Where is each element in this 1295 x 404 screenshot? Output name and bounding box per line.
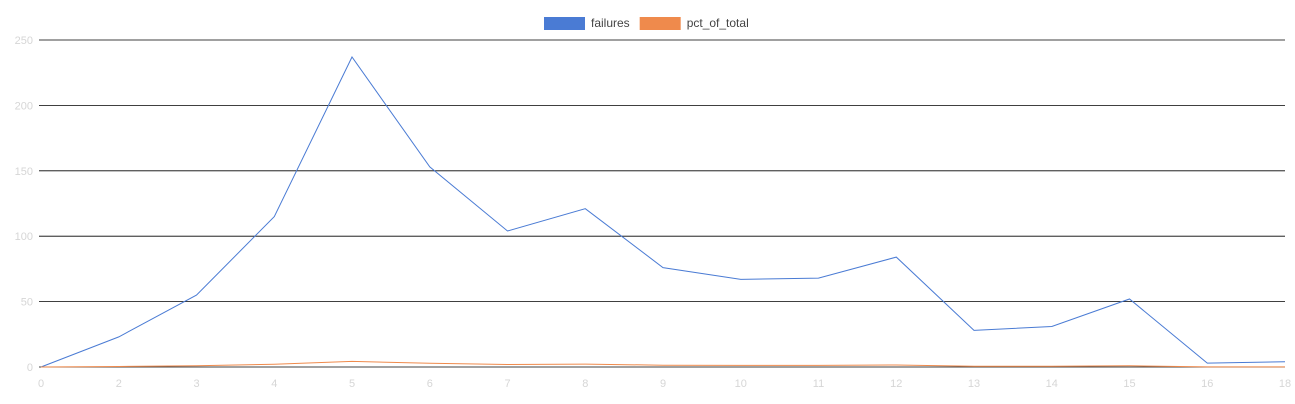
series-line-failures	[40, 56, 1286, 368]
x-tick-label: 2	[116, 378, 122, 390]
x-tick-label: 6	[427, 378, 433, 390]
series-line-pct_of_total	[40, 360, 1285, 368]
x-tick-label: 10	[735, 378, 747, 390]
gridlines	[39, 39, 1285, 368]
x-tick-label: 7	[504, 378, 510, 390]
x-tick-label: 13	[968, 378, 980, 390]
x-tick-label: 18	[1279, 378, 1291, 390]
x-tick-label: 16	[1201, 378, 1213, 390]
x-tick-label: 3	[193, 378, 199, 390]
y-axis-ticks: 0 50 100 150 200 250	[15, 35, 33, 374]
y-tick-label: 200	[15, 100, 33, 112]
x-tick-label: 15	[1123, 378, 1135, 390]
y-tick-label: 100	[15, 231, 33, 243]
x-tick-label: 0	[38, 378, 44, 390]
x-tick-label: 12	[890, 378, 902, 390]
legend: failures pct_of_total	[544, 16, 749, 30]
legend-swatch-failures	[544, 17, 585, 30]
x-tick-label: 5	[349, 378, 355, 390]
x-tick-label: 14	[1046, 378, 1058, 390]
x-tick-label: 9	[660, 378, 666, 390]
legend-label-pct_of_total: pct_of_total	[687, 16, 749, 30]
x-tick-label: 8	[582, 378, 588, 390]
legend-swatch-pct_of_total	[639, 17, 681, 30]
y-tick-label: 50	[21, 297, 33, 309]
x-tick-label: 4	[271, 378, 277, 390]
x-tick-label: 11	[813, 378, 824, 390]
y-tick-label: 150	[15, 166, 33, 178]
x-axis-ticks: 0 2 3 4 5 6 7 8 9 10 11 12 13 14 15 16 18	[38, 378, 1291, 390]
legend-label-failures: failures	[591, 16, 630, 30]
series-lines	[40, 56, 1286, 368]
y-tick-label: 250	[15, 35, 33, 47]
y-tick-label: 0	[27, 362, 33, 374]
